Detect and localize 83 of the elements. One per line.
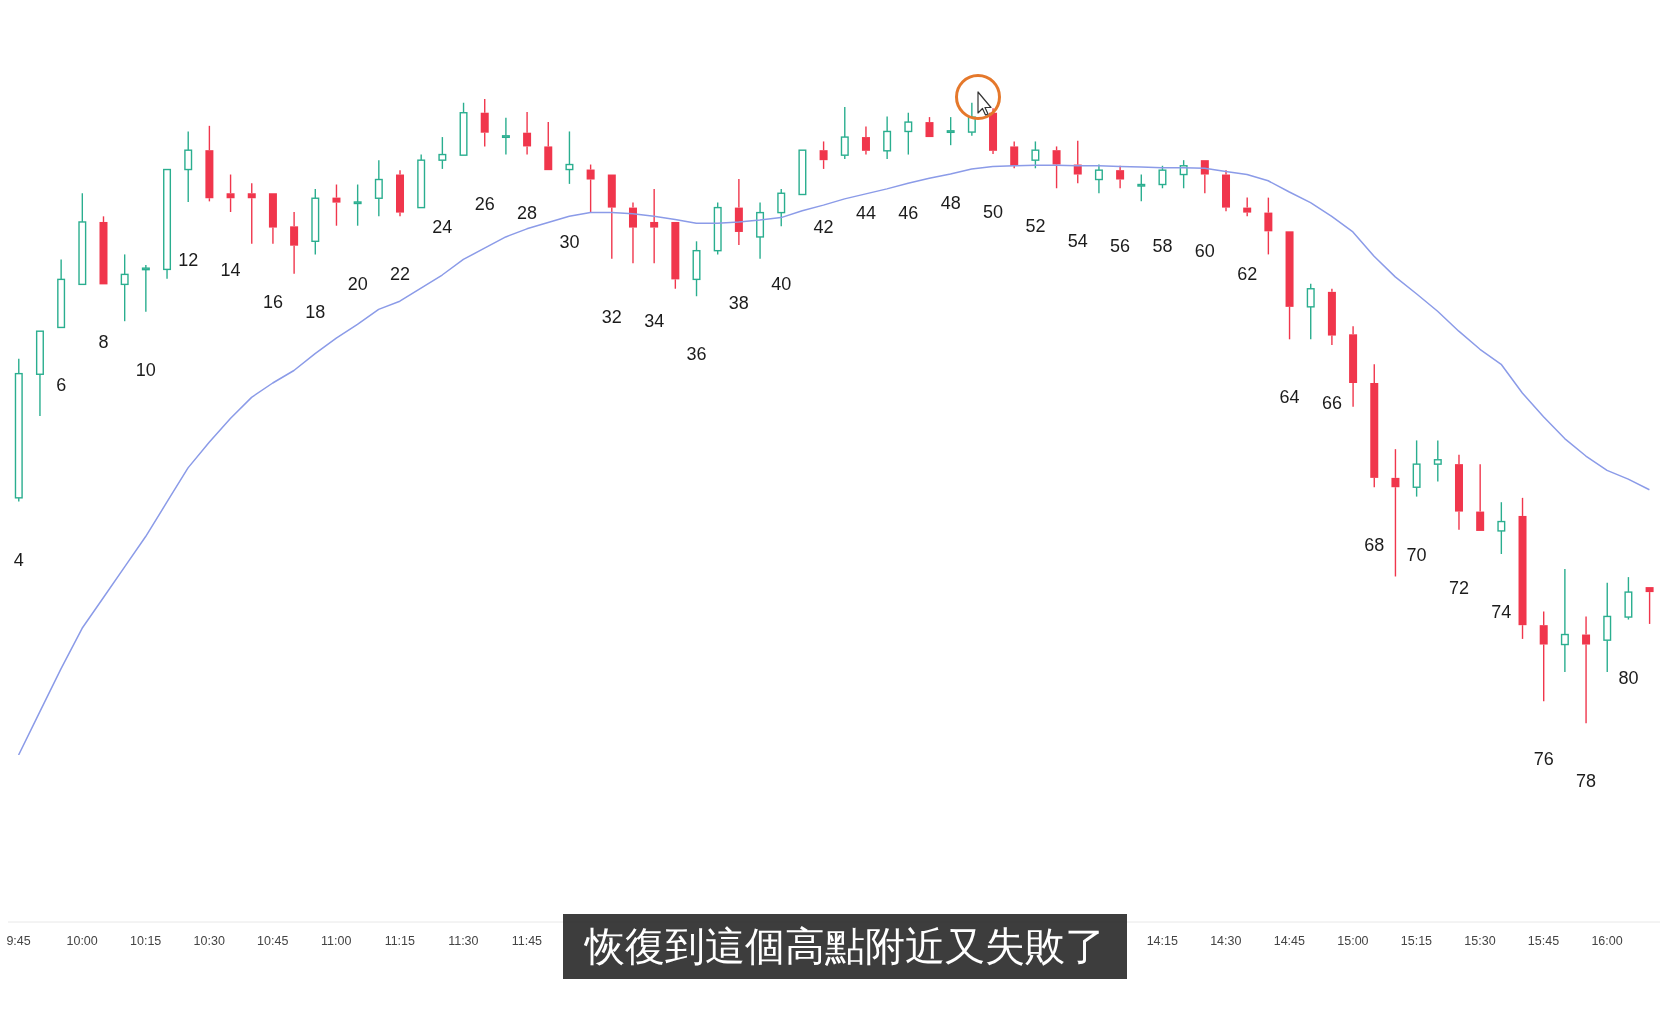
x-tick-label: 11:30 xyxy=(448,933,479,948)
text: 28 xyxy=(517,202,538,223)
x-tick-label: 14:15 xyxy=(1146,933,1178,948)
candlestick xyxy=(396,169,405,218)
text: 10 xyxy=(135,359,156,380)
text: 50 xyxy=(983,201,1004,222)
text: 30 xyxy=(559,231,580,252)
text: 34 xyxy=(644,311,665,332)
text: 24 xyxy=(432,216,453,237)
candlestick xyxy=(756,201,765,260)
x-tick-label: 11:00 xyxy=(321,933,352,948)
candlestick xyxy=(120,253,129,322)
x-tick-label: 15:45 xyxy=(1527,933,1560,948)
text: 22 xyxy=(389,264,411,285)
candlestick xyxy=(1603,582,1612,673)
text: 68 xyxy=(1364,535,1385,556)
candlestick xyxy=(374,159,383,218)
text: 8 xyxy=(98,332,109,353)
x-tick-label: 14:45 xyxy=(1273,933,1306,948)
x-tick-label: 15:30 xyxy=(1464,933,1496,948)
text: 62 xyxy=(1237,264,1258,285)
text: 70 xyxy=(1406,544,1427,565)
text: 58 xyxy=(1152,236,1173,257)
candlestick xyxy=(650,188,659,264)
candlestick xyxy=(1560,568,1569,673)
text: 4 xyxy=(13,549,24,570)
x-tick-label: 10:15 xyxy=(130,933,162,948)
candlestick xyxy=(628,201,637,264)
candlestick xyxy=(184,130,193,203)
text: 72 xyxy=(1448,577,1469,598)
candlestick xyxy=(883,115,892,160)
x-tick-label: 10:30 xyxy=(193,933,225,948)
text: 76 xyxy=(1533,749,1554,770)
text: 56 xyxy=(1110,236,1131,257)
x-tick-label: 15:00 xyxy=(1337,933,1369,948)
text: 80 xyxy=(1618,667,1639,688)
text: 32 xyxy=(601,306,622,327)
text: 52 xyxy=(1025,216,1046,237)
x-tick-label: 14:30 xyxy=(1210,933,1242,948)
candlestick xyxy=(1433,439,1442,483)
text: 20 xyxy=(347,273,368,294)
x-tick-label: 10:45 xyxy=(257,933,289,948)
text: 14 xyxy=(220,259,241,280)
text: 66 xyxy=(1321,392,1342,413)
text: 36 xyxy=(686,344,707,365)
candlestick xyxy=(734,178,743,246)
x-tick-label: 10:00 xyxy=(66,933,98,948)
x-tick-label: 16:00 xyxy=(1591,933,1623,948)
candlestick xyxy=(523,111,532,156)
text: 60 xyxy=(1194,241,1215,262)
text: 40 xyxy=(771,274,792,295)
x-tick-label: 11:45 xyxy=(511,933,543,948)
candlestick xyxy=(1454,454,1463,531)
x-tick-label: 15:15 xyxy=(1400,933,1433,948)
candlestick xyxy=(1582,615,1591,724)
candlestick xyxy=(1497,501,1506,555)
candlestick xyxy=(1222,169,1231,213)
candlestick xyxy=(501,117,510,156)
text: 恢復到這個高點附近又失敗了 xyxy=(563,914,1127,979)
candlestick xyxy=(1327,288,1336,346)
text: 46 xyxy=(898,202,919,223)
x-tick-label: 11:15 xyxy=(384,933,416,948)
text: 74 xyxy=(1491,602,1512,623)
text: 26 xyxy=(474,194,495,215)
x-tick-label: 9:45 xyxy=(6,933,31,948)
text: 6 xyxy=(56,375,67,396)
candlestick xyxy=(1391,448,1400,578)
text: 18 xyxy=(305,302,326,323)
text: 54 xyxy=(1067,231,1088,252)
text: 48 xyxy=(940,193,961,214)
text: 78 xyxy=(1576,771,1597,792)
text: 44 xyxy=(855,202,876,223)
candlestick xyxy=(1349,325,1358,408)
text: 42 xyxy=(813,216,834,237)
candlestick xyxy=(1243,196,1252,218)
candlestick xyxy=(290,211,299,275)
text: 64 xyxy=(1279,387,1300,408)
text: 16 xyxy=(262,291,283,312)
candlestick xyxy=(861,125,870,156)
text: 12 xyxy=(178,249,199,270)
text: 38 xyxy=(728,293,749,314)
candlestick xyxy=(1116,165,1125,189)
candlestick xyxy=(141,264,150,313)
